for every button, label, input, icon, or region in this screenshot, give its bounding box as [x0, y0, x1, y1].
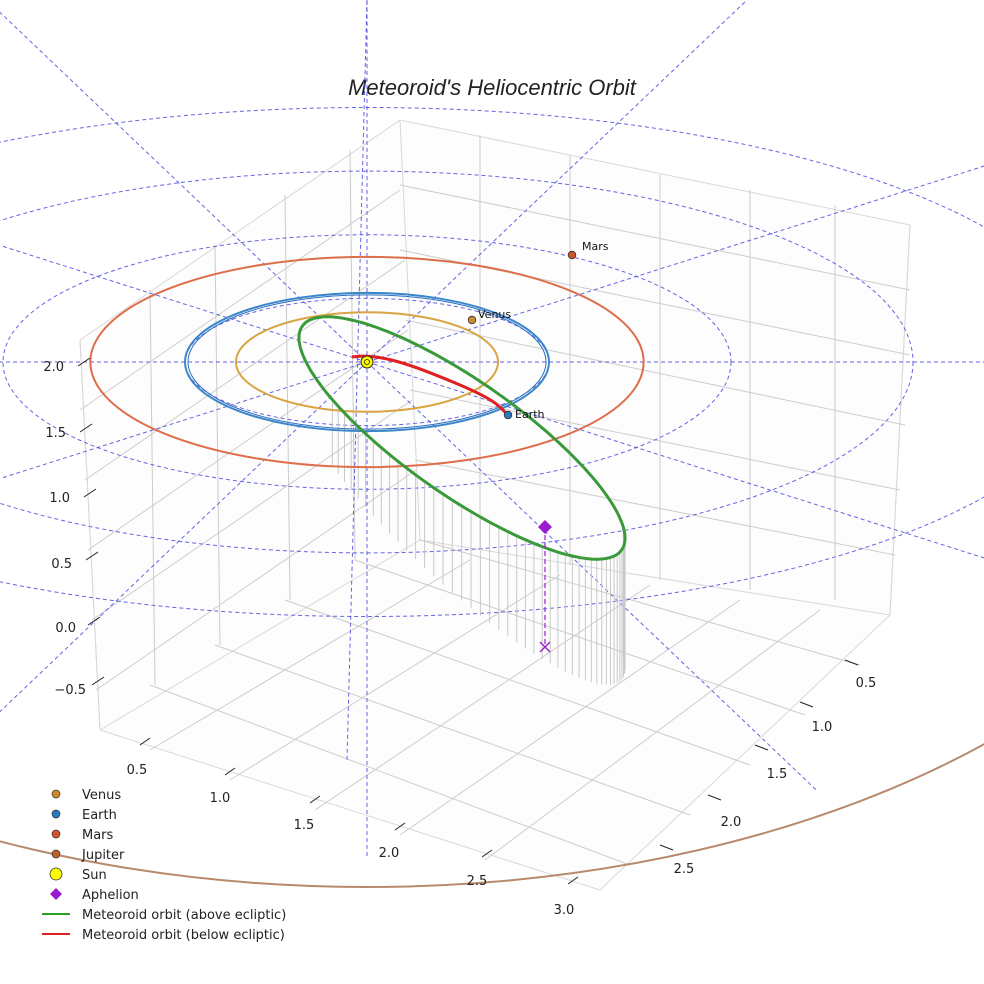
legend-marker-mars [51, 829, 61, 839]
jupiter-orbit [0, 742, 984, 888]
y-tick: 2.0 [721, 815, 742, 830]
legend-marker-sun [49, 867, 63, 881]
y-tick: 0.5 [856, 676, 877, 691]
aphelion-projection-marker [539, 641, 551, 653]
legend: Venus Earth Mars Jupiter Sun Aphelion Me… [42, 788, 286, 943]
y-tick: 1.5 [767, 767, 788, 782]
sun-marker [360, 355, 374, 369]
grid-lines [79, 135, 911, 866]
earth-orbit-inner [187, 294, 547, 430]
aphelion-group [538, 520, 552, 653]
mars-orbit [89, 255, 645, 469]
polar-spoke [0, 361, 368, 713]
earth-orbit [184, 291, 550, 433]
z-tick: −0.5 [54, 683, 86, 698]
venus-label: Venus [478, 308, 511, 321]
earth-label: Earth [515, 408, 545, 421]
planet-orbits [0, 255, 984, 888]
z-tick: 0.0 [55, 621, 76, 636]
z-axis-ticks: 2.0 1.5 1.0 0.5 0.0 −0.5 [43, 357, 105, 698]
legend-label: Mars [82, 828, 114, 843]
polar-spoke [0, 361, 368, 480]
planet-markers: Venus Earth Mars [467, 240, 609, 421]
mars-label: Mars [582, 240, 609, 253]
mars-marker [567, 250, 577, 260]
z-tick: 1.0 [49, 491, 70, 506]
legend-label: Sun [82, 868, 107, 883]
earth-marker [503, 410, 513, 420]
polar-spoke [366, 165, 984, 363]
legend-marker-jupiter [51, 849, 61, 859]
meteoroid-orbit-above [297, 315, 627, 561]
aphelion-marker [538, 520, 552, 534]
x-axis-ticks: 0.5 1.0 1.5 2.0 2.5 3.0 [127, 737, 579, 918]
x-tick: 1.0 [210, 791, 231, 806]
venus-orbit [234, 311, 500, 413]
z-tick: 2.0 [43, 360, 64, 375]
legend-marker-earth [51, 809, 61, 819]
legend-label: Meteoroid orbit (below ecliptic) [82, 928, 285, 943]
legend-label: Jupiter [81, 848, 125, 863]
legend-marker-aphelion [50, 888, 62, 900]
x-tick: 1.5 [294, 818, 315, 833]
z-tick: 1.5 [45, 426, 66, 441]
polar-spoke [0, 11, 368, 363]
legend-label: Earth [82, 808, 117, 823]
x-tick: 3.0 [554, 903, 575, 918]
polar-spoke [366, 0, 748, 363]
y-tick: 2.5 [674, 862, 695, 877]
y-tick: 1.0 [812, 720, 833, 735]
legend-label: Venus [82, 788, 121, 803]
meteoroid-orbit [297, 315, 627, 561]
x-tick: 0.5 [127, 763, 148, 778]
x-tick: 2.0 [379, 846, 400, 861]
polar-spoke [0, 244, 368, 363]
legend-label: Meteoroid orbit (above ecliptic) [82, 908, 286, 923]
x-tick: 2.5 [467, 874, 488, 889]
y-axis-ticks: 0.5 1.0 1.5 2.0 2.5 [659, 659, 877, 877]
legend-label: Aphelion [82, 888, 139, 903]
z-tick: 0.5 [51, 557, 72, 572]
chart-title: Meteoroid's Heliocentric Orbit [348, 75, 637, 100]
polar-spoke [366, 361, 818, 792]
polar-spoke [346, 0, 368, 761]
venus-marker [467, 315, 477, 325]
meteoroid-orbit-below [351, 354, 510, 417]
legend-marker-venus [51, 789, 61, 799]
